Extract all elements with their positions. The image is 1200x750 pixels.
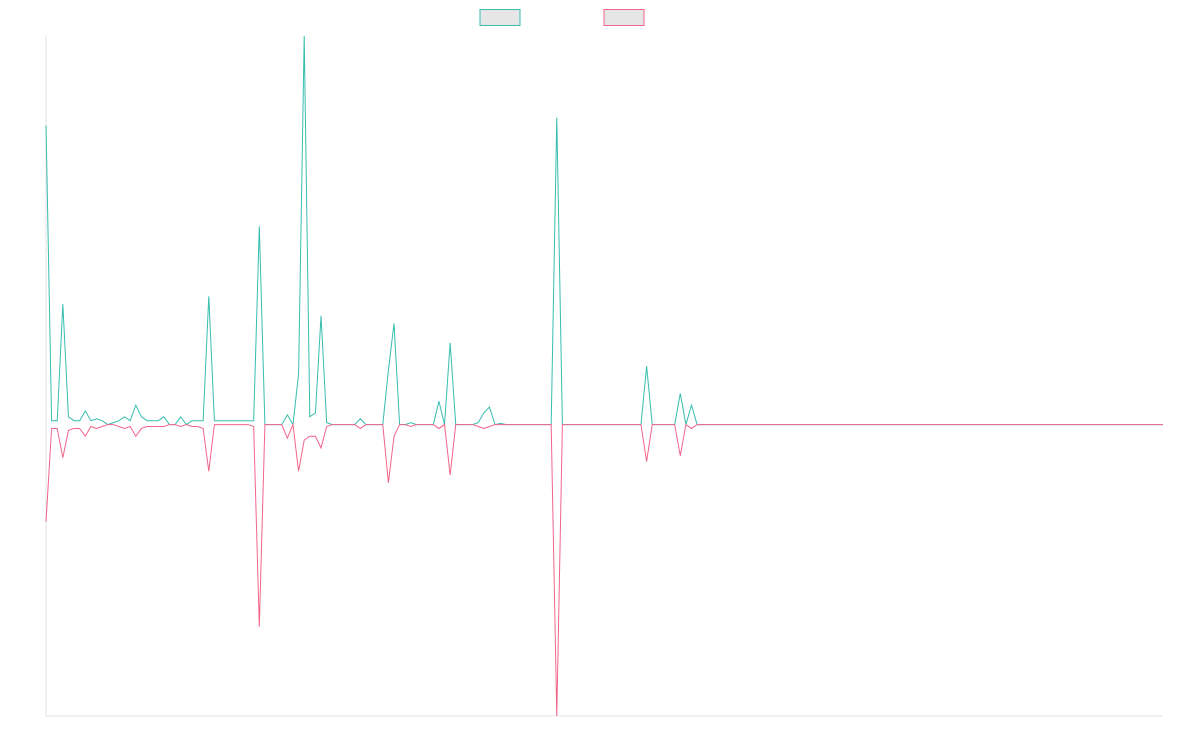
data-line xyxy=(45,35,1163,427)
legend-swatch xyxy=(479,9,521,26)
data-line xyxy=(45,422,1163,717)
legend-swatch xyxy=(603,9,645,26)
